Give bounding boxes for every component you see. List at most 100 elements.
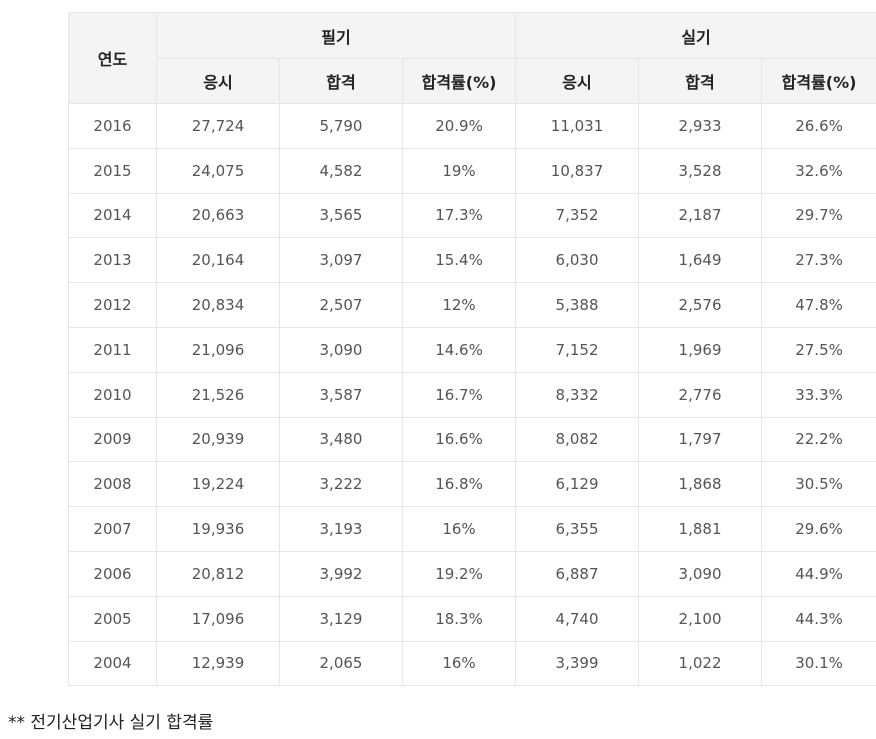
practical-applicants-cell: 6,129 [515,461,640,508]
year-cell: 2007 [68,506,157,552]
practical-passed-cell: 1,868 [638,461,763,508]
practical-pass-rate-cell: 47.8% [761,282,876,328]
practical-passed-cell: 2,576 [638,282,763,328]
year-cell: 2011 [68,326,157,373]
year-cell: 2016 [68,103,157,149]
practical-pass-rate-cell: 29.6% [761,506,876,552]
practical-applicants-header: 응시 [515,58,640,104]
written-passed-cell: 3,480 [279,416,403,463]
table-row: 2006 20,812 3,992 19.2% 6,887 3,090 44.9% [68,550,876,597]
practical-passed-cell: 2,933 [638,103,763,149]
written-pass-rate-cell: 16.8% [401,461,517,508]
year-cell: 2005 [68,595,157,642]
written-pass-rate-cell: 14.6% [401,326,517,373]
table-row: 2008 19,224 3,222 16.8% 6,129 1,868 30.5% [68,461,876,508]
practical-pass-rate-cell: 33.3% [761,371,876,418]
written-passed-cell: 2,507 [279,282,403,328]
written-passed-cell: 3,097 [279,237,403,284]
written-pass-rate-cell: 18.3% [401,595,517,642]
written-pass-rate-cell: 17.3% [401,192,517,239]
table-row: 2009 20,939 3,480 16.6% 8,082 1,797 22.2% [68,416,876,463]
practical-passed-cell: 1,969 [638,326,763,373]
practical-applicants-cell: 8,332 [515,371,640,418]
practical-applicants-cell: 5,388 [515,282,640,328]
table-row: 2010 21,526 3,587 16.7% 8,332 2,776 33.3% [68,371,876,418]
practical-passed-cell: 3,090 [638,550,763,597]
practical-passed-cell: 2,187 [638,192,763,239]
practical-applicants-cell: 10,837 [515,147,640,194]
written-pass-rate-header: 합격률(%) [401,58,517,104]
table-row: 2013 20,164 3,097 15.4% 6,030 1,649 27.3% [68,237,876,284]
written-applicants-cell: 19,224 [156,461,280,508]
year-cell: 2014 [68,192,157,239]
table-row: 2014 20,663 3,565 17.3% 7,352 2,187 29.7% [68,192,876,239]
written-pass-rate-cell: 19% [401,147,517,194]
written-applicants-header: 응시 [156,58,280,104]
practical-passed-header: 합격 [638,58,763,104]
practical-applicants-cell: 7,152 [515,326,640,373]
table-row: 2005 17,096 3,129 18.3% 4,740 2,100 44.3% [68,595,876,642]
practical-pass-rate-cell: 44.3% [761,595,876,642]
written-applicants-cell: 24,075 [156,147,280,194]
practical-applicants-cell: 8,082 [515,416,640,463]
table-row: 2012 20,834 2,507 12% 5,388 2,576 47.8% [68,282,876,328]
written-passed-header: 합격 [279,58,403,104]
written-applicants-cell: 21,096 [156,326,280,373]
practical-passed-cell: 3,528 [638,147,763,194]
practical-passed-cell: 1,797 [638,416,763,463]
written-passed-cell: 3,222 [279,461,403,508]
footnote: ** 전기산업기사 실기 합격률 [8,713,214,733]
practical-applicants-cell: 11,031 [515,103,640,149]
practical-pass-rate-cell: 26.6% [761,103,876,149]
written-passed-cell: 3,090 [279,326,403,373]
written-applicants-cell: 20,663 [156,192,280,239]
table-row: 2015 24,075 4,582 19% 10,837 3,528 32.6% [68,147,876,194]
practical-passed-cell: 2,100 [638,595,763,642]
pass-rate-table: 연도 필기 실기 응시 합격 합격률(%) 응시 합격 합격률(%) 2016 2… [68,12,876,687]
written-applicants-cell: 19,936 [156,506,280,552]
table-body: 2016 27,724 5,790 20.9% 11,031 2,933 26.6% 2015… [68,103,876,687]
table-header: 연도 필기 실기 응시 합격 합격률(%) 응시 합격 합격률(%) [68,12,876,104]
table-row: 2011 21,096 3,090 14.6% 7,152 1,969 27.5% [68,326,876,373]
written-applicants-cell: 20,812 [156,550,280,597]
written-pass-rate-cell: 12% [401,282,517,328]
written-passed-cell: 2,065 [279,640,403,687]
practical-passed-cell: 1,881 [638,506,763,552]
practical-passed-cell: 2,776 [638,371,763,418]
practical-applicants-cell: 3,399 [515,640,640,687]
written-exam-header: 필기 [155,12,517,59]
written-pass-rate-cell: 16.7% [401,371,517,418]
year-cell: 2010 [68,371,157,418]
year-cell: 2015 [68,147,157,194]
practical-pass-rate-cell: 22.2% [761,416,876,463]
written-passed-cell: 4,582 [279,147,403,194]
year-cell: 2013 [68,237,157,284]
practical-pass-rate-cell: 44.9% [761,550,876,597]
practical-applicants-cell: 6,030 [515,237,640,284]
practical-pass-rate-cell: 32.6% [761,147,876,194]
practical-pass-rate-header: 합격률(%) [761,58,876,104]
written-applicants-cell: 17,096 [156,595,280,642]
practical-exam-header: 실기 [515,12,876,59]
written-passed-cell: 3,565 [279,192,403,239]
practical-applicants-cell: 7,352 [515,192,640,239]
practical-pass-rate-cell: 30.5% [761,461,876,508]
table-row: 2007 19,936 3,193 16% 6,355 1,881 29.6% [68,506,876,552]
practical-passed-cell: 1,649 [638,237,763,284]
practical-applicants-cell: 6,355 [515,506,640,552]
practical-passed-cell: 1,022 [638,640,763,687]
written-passed-cell: 5,790 [279,103,403,149]
year-cell: 2008 [68,461,157,508]
written-applicants-cell: 20,939 [156,416,280,463]
year-cell: 2012 [68,282,157,328]
table-row: 2004 12,939 2,065 16% 3,399 1,022 30.1% [68,640,876,687]
written-pass-rate-cell: 20.9% [401,103,517,149]
written-applicants-cell: 21,526 [156,371,280,418]
written-pass-rate-cell: 16% [401,506,517,552]
written-applicants-cell: 12,939 [156,640,280,687]
practical-pass-rate-cell: 27.3% [761,237,876,284]
written-passed-cell: 3,992 [279,550,403,597]
written-pass-rate-cell: 19.2% [401,550,517,597]
year-header: 연도 [68,12,157,104]
practical-pass-rate-cell: 27.5% [761,326,876,373]
